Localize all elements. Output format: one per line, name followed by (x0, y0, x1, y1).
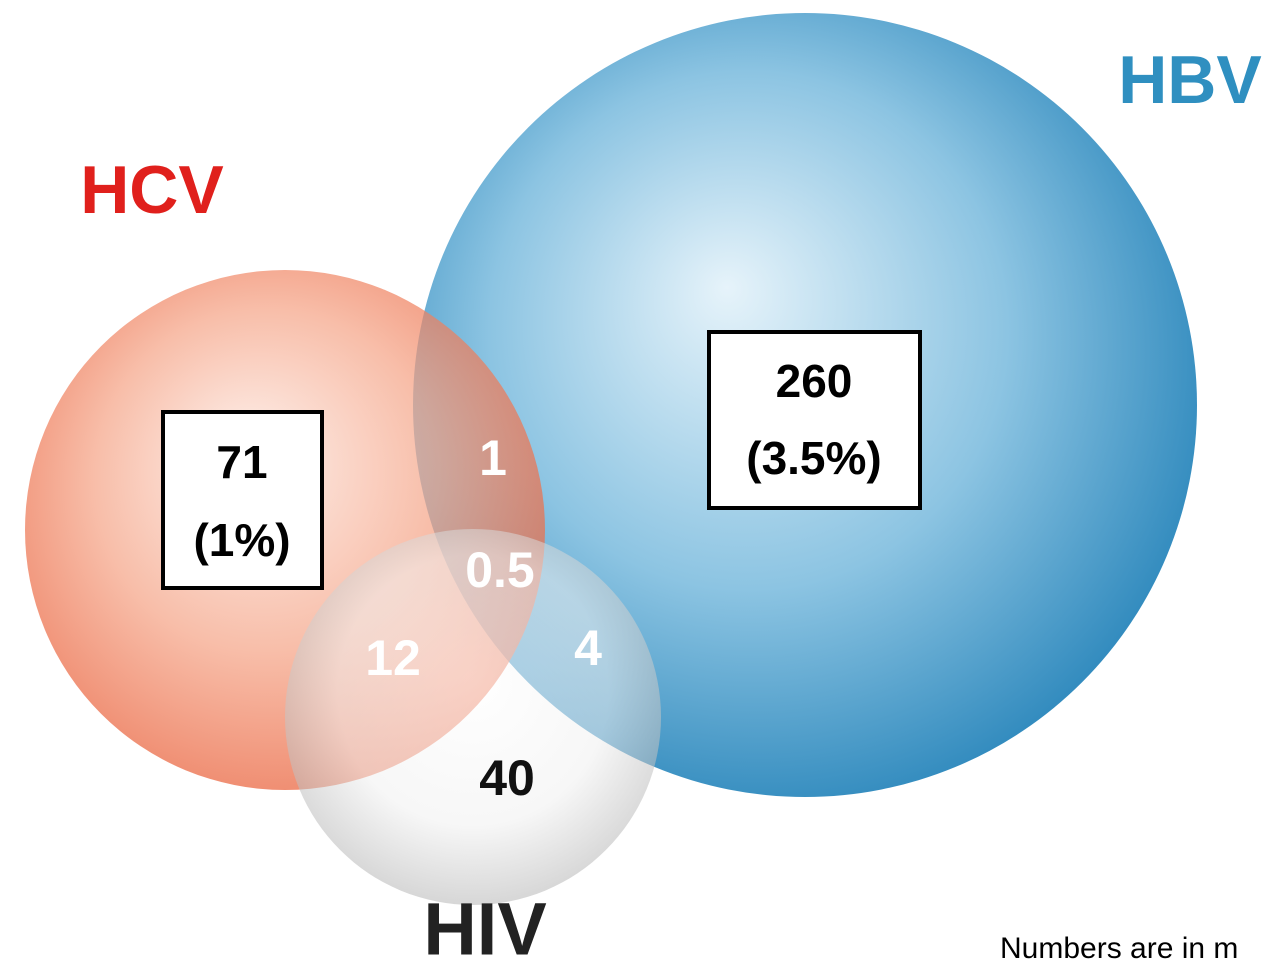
set-label: HBV (1118, 42, 1262, 118)
region-label: 40 (479, 750, 535, 806)
set-label: HIV (423, 888, 546, 965)
region-label: 71 (216, 436, 267, 488)
region-label: 1 (479, 430, 507, 486)
region-label: 12 (365, 630, 421, 686)
region-label: 0.5 (465, 542, 535, 598)
region-sublabel: (3.5%) (746, 432, 881, 484)
region-box (161, 410, 324, 590)
region-box (707, 330, 922, 510)
region-sublabel: (1%) (193, 514, 290, 566)
set-label: HCV (80, 152, 224, 228)
hiv-circle (285, 529, 661, 905)
region-label: 4 (574, 620, 602, 676)
footnote: Numbers are in m (1000, 932, 1238, 965)
region-label: 260 (776, 355, 853, 407)
